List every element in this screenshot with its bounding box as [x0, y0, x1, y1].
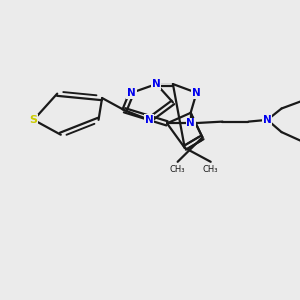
Text: N: N	[152, 79, 161, 89]
Text: S: S	[30, 115, 38, 125]
Text: CH₃: CH₃	[170, 165, 185, 174]
Text: N: N	[192, 88, 201, 98]
Text: CH₃: CH₃	[203, 165, 218, 174]
Text: N: N	[145, 115, 154, 125]
Text: N: N	[127, 88, 136, 98]
Text: N: N	[186, 118, 195, 128]
Text: N: N	[263, 115, 272, 125]
